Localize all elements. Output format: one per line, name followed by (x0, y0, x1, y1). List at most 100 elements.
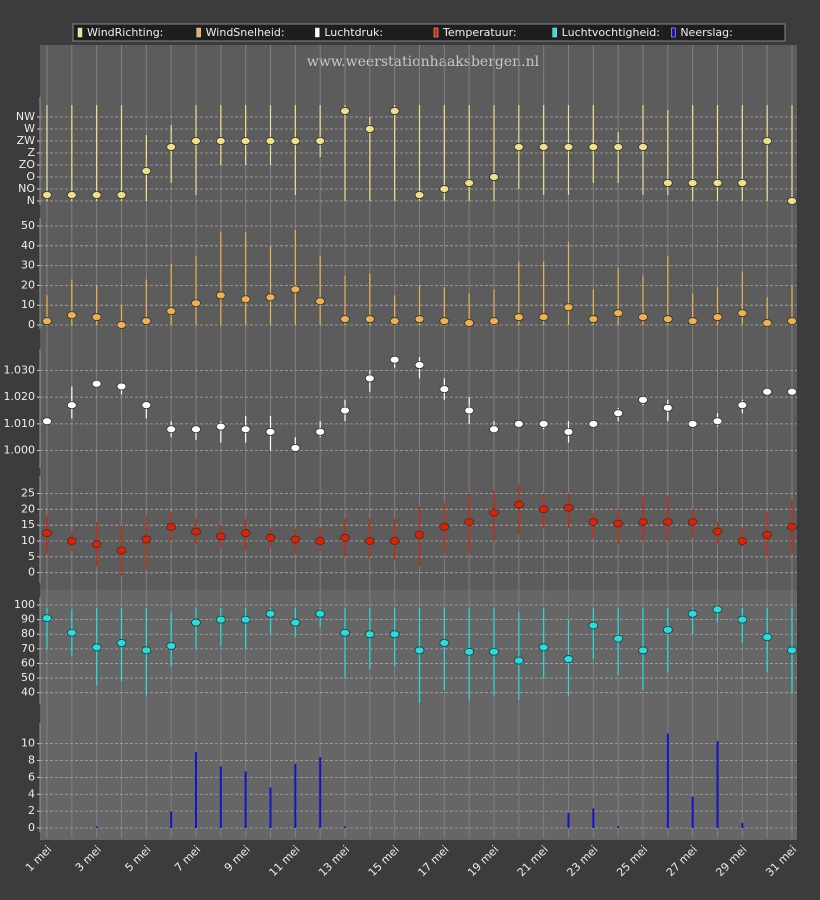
value-dot (240, 137, 251, 145)
y-tick-label: W (24, 122, 35, 135)
value-dot (613, 143, 624, 151)
y-tick-label: 70 (21, 642, 35, 655)
value-dot (42, 417, 52, 426)
value-dot (638, 518, 648, 526)
value-dot (290, 618, 301, 627)
value-dot (315, 427, 326, 436)
y-tick-label: ZO (19, 158, 36, 171)
value-dot (166, 642, 177, 650)
value-dot (340, 107, 350, 115)
value-dot (762, 633, 773, 642)
value-dot (489, 508, 499, 517)
value-dot (613, 309, 624, 318)
y-tick-label: 60 (21, 656, 35, 669)
legend-swatch (77, 27, 83, 38)
legend-label: WindSnelheid: (206, 26, 285, 39)
y-tick-label: 30 (21, 259, 35, 272)
legend-label: Temperatuur: (442, 26, 517, 39)
value-dot (290, 535, 301, 544)
value-dot (712, 417, 723, 426)
plot-background-lower (40, 590, 797, 840)
y-tick-label: 1.000 (4, 444, 36, 457)
value-dot (538, 313, 549, 321)
y-tick-label: 2 (28, 804, 35, 817)
value-dot (712, 313, 723, 321)
value-dot (340, 628, 350, 637)
value-dot (638, 395, 648, 404)
value-dot (66, 537, 77, 545)
value-dot (191, 425, 201, 434)
value-dot (464, 319, 475, 327)
value-dot (42, 317, 52, 325)
value-dot (166, 307, 177, 316)
value-dot (414, 530, 425, 539)
value-dot (364, 125, 375, 133)
value-dot (787, 387, 797, 396)
value-dot (787, 522, 797, 531)
x-tick-label: 1 mei (23, 843, 54, 874)
value-dot (166, 522, 177, 531)
value-dot (712, 527, 723, 536)
y-tick-label: 0 (28, 318, 35, 331)
value-dot (340, 406, 350, 415)
value-dot (762, 319, 773, 327)
y-tick-label: 40 (21, 686, 35, 699)
value-dot (191, 618, 201, 627)
legend-swatch (315, 27, 320, 38)
x-tick-label: 15 mei (366, 843, 402, 879)
value-dot (215, 422, 226, 431)
value-dot (215, 615, 226, 624)
value-dot (141, 317, 152, 325)
value-dot (787, 646, 797, 655)
value-dot (662, 315, 673, 323)
value-dot (166, 143, 177, 151)
value-dot (141, 646, 152, 655)
y-tick-label: 80 (21, 627, 35, 640)
value-dot (662, 179, 673, 187)
value-dot (464, 406, 475, 415)
y-tick-label: O (26, 170, 35, 183)
value-dot (687, 179, 698, 187)
value-dot (389, 537, 400, 545)
legend-label: Luchtdruk: (324, 26, 383, 39)
y-tick-label: 50 (21, 671, 35, 684)
legend-swatch (433, 27, 439, 38)
value-dot (389, 107, 400, 115)
value-dot (389, 317, 400, 325)
value-dot (513, 656, 524, 665)
value-dot (588, 143, 599, 151)
y-tick-label: 15 (21, 518, 35, 531)
y-tick-label: 25 (21, 487, 35, 500)
value-dot (464, 647, 475, 656)
y-tick-label: 1.020 (4, 390, 36, 403)
y-tick-label: 5 (28, 550, 35, 563)
value-dot (489, 647, 499, 656)
y-tick-label: 90 (21, 613, 35, 626)
value-dot (563, 655, 574, 663)
value-dot (613, 519, 624, 528)
value-dot (662, 625, 673, 634)
value-dot (340, 315, 350, 323)
legend-swatch (196, 27, 201, 38)
y-tick-label: 40 (21, 239, 35, 252)
value-dot (389, 355, 400, 364)
value-dot (464, 179, 475, 187)
value-dot (737, 537, 748, 545)
x-tick-label: 23 mei (564, 843, 600, 879)
value-dot (364, 630, 375, 639)
x-tick-label: 27 mei (664, 843, 700, 879)
value-dot (42, 614, 52, 623)
value-dot (563, 503, 574, 512)
y-tick-label: 10 (21, 737, 35, 750)
x-tick-label: 9 mei (222, 843, 253, 874)
y-tick-label: 4 (28, 787, 35, 800)
value-dot (91, 191, 102, 199)
y-tick-label: NW (16, 110, 35, 123)
value-dot (215, 137, 226, 145)
value-dot (66, 191, 77, 199)
legend-swatch (552, 27, 557, 38)
value-dot (762, 137, 773, 145)
value-dot (141, 401, 152, 410)
y-tick-label: 10 (21, 534, 35, 547)
value-dot (737, 615, 748, 624)
